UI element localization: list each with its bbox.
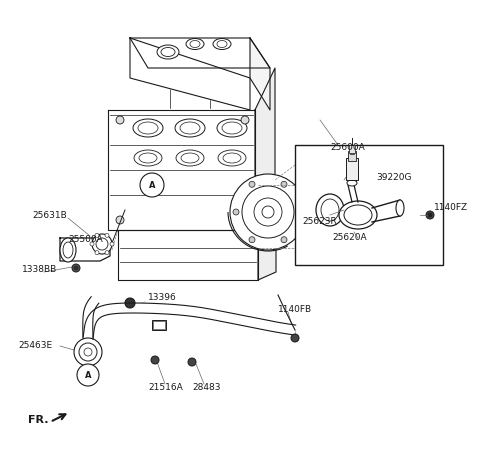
Polygon shape [255, 68, 275, 230]
Text: A: A [85, 371, 91, 379]
Circle shape [92, 234, 112, 254]
Text: 13396: 13396 [148, 293, 177, 303]
Bar [349, 145, 355, 153]
Text: 1140FB: 1140FB [278, 305, 312, 314]
Circle shape [262, 206, 274, 218]
Polygon shape [130, 38, 270, 68]
Ellipse shape [180, 122, 200, 134]
Ellipse shape [63, 242, 73, 258]
Text: 25623R: 25623R [302, 218, 337, 227]
Ellipse shape [186, 38, 204, 49]
Text: 21516A: 21516A [148, 383, 183, 393]
Text: 1338BB: 1338BB [22, 266, 57, 275]
Circle shape [96, 238, 108, 250]
Circle shape [140, 173, 164, 197]
Text: 28483: 28483 [192, 383, 220, 393]
Circle shape [281, 181, 287, 187]
Circle shape [241, 116, 249, 124]
Polygon shape [130, 38, 250, 110]
Circle shape [116, 116, 124, 124]
Ellipse shape [138, 122, 158, 134]
Circle shape [249, 237, 255, 243]
Polygon shape [108, 110, 255, 230]
Ellipse shape [339, 201, 377, 229]
Circle shape [125, 298, 135, 308]
Circle shape [241, 216, 249, 224]
Polygon shape [118, 230, 258, 280]
Text: 25600A: 25600A [330, 143, 365, 153]
Polygon shape [83, 297, 99, 338]
Text: 25631B: 25631B [32, 212, 67, 220]
Circle shape [105, 234, 109, 237]
Polygon shape [250, 38, 270, 110]
Text: 39220G: 39220G [376, 172, 411, 181]
Circle shape [233, 209, 239, 215]
Ellipse shape [347, 180, 357, 186]
Circle shape [281, 237, 287, 243]
Circle shape [254, 198, 282, 226]
Bar [153, 321, 165, 329]
Ellipse shape [344, 205, 372, 225]
Ellipse shape [139, 153, 157, 163]
Ellipse shape [223, 153, 241, 163]
Circle shape [291, 334, 299, 342]
Bar [348, 151, 356, 161]
Circle shape [95, 250, 99, 255]
Circle shape [72, 264, 80, 272]
Circle shape [249, 181, 255, 187]
Circle shape [74, 338, 102, 366]
Text: 1140FZ: 1140FZ [434, 203, 468, 213]
Circle shape [188, 358, 196, 366]
Ellipse shape [134, 150, 162, 166]
Circle shape [84, 348, 92, 356]
Bar [295, 145, 443, 265]
Circle shape [242, 186, 294, 238]
Circle shape [77, 364, 99, 386]
Ellipse shape [213, 38, 231, 49]
Circle shape [230, 174, 306, 250]
Ellipse shape [60, 238, 76, 262]
Polygon shape [258, 210, 276, 280]
Ellipse shape [181, 153, 199, 163]
Circle shape [95, 234, 99, 237]
Ellipse shape [157, 45, 179, 59]
Text: A: A [149, 181, 155, 190]
Ellipse shape [222, 122, 242, 134]
Circle shape [426, 211, 434, 219]
Ellipse shape [217, 41, 227, 48]
Bar [350, 148, 354, 154]
Ellipse shape [321, 199, 339, 221]
Circle shape [110, 242, 114, 246]
Circle shape [297, 209, 303, 215]
Circle shape [79, 343, 97, 361]
Circle shape [105, 250, 109, 255]
Text: 25620A: 25620A [332, 234, 367, 243]
Circle shape [90, 242, 94, 246]
Ellipse shape [396, 200, 404, 216]
Ellipse shape [218, 150, 246, 166]
Circle shape [116, 216, 124, 224]
Circle shape [74, 266, 78, 270]
Ellipse shape [217, 119, 247, 137]
Circle shape [151, 356, 159, 364]
Ellipse shape [190, 41, 200, 48]
Polygon shape [60, 238, 110, 261]
Bar [152, 320, 166, 330]
Text: 25500A: 25500A [68, 235, 103, 244]
Ellipse shape [175, 119, 205, 137]
Circle shape [428, 213, 432, 217]
Bar [346, 158, 358, 180]
Ellipse shape [176, 150, 204, 166]
Ellipse shape [161, 48, 175, 57]
Ellipse shape [316, 194, 344, 226]
Ellipse shape [133, 119, 163, 137]
Text: 25463E: 25463E [18, 341, 52, 351]
Polygon shape [83, 303, 296, 339]
Text: FR.: FR. [28, 415, 48, 425]
